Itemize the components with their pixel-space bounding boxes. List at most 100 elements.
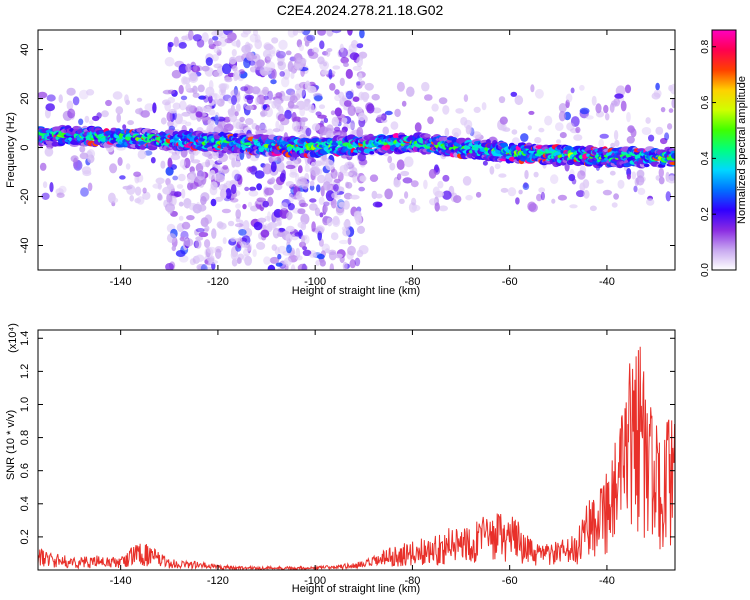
heatmap-noise-cell (167, 89, 176, 95)
heatmap-noise-cell (558, 103, 567, 113)
heatmap-noise-cell (343, 172, 354, 177)
heatmap-noise-cell (67, 108, 76, 119)
heatmap-noise-cell (214, 30, 224, 37)
heatmap-noise-cell (522, 182, 530, 190)
heatmap-noise-cell (72, 157, 79, 169)
heatmap-noise-cell (318, 104, 326, 109)
heatmap-noise-cell (170, 154, 181, 161)
heatmap-noise-cell (559, 132, 567, 139)
heatmap-noise-cell (231, 95, 237, 106)
heatmap-noise-cell (160, 160, 166, 169)
heatmap-noise-cell (232, 65, 238, 72)
heatmap-noise-cell (221, 63, 232, 75)
heatmap-noise-cell (351, 39, 358, 49)
heatmap-noise-cell (171, 245, 176, 252)
heatmap-noise-cell (551, 198, 556, 204)
heatmap-noise-cell (270, 161, 277, 173)
heatmap-noise-cell (389, 162, 396, 171)
heatmap-noise-cell (347, 30, 353, 36)
heatmap-noise-cell (230, 250, 239, 261)
heatmap-noise-cell (178, 201, 184, 207)
heatmap-noise-cell (285, 50, 292, 56)
heatmap-noise-cell (332, 65, 341, 70)
heatmap-noise-cell (171, 69, 182, 79)
heatmap-noise-cell (87, 154, 95, 164)
heatmap-noise-cell (355, 214, 362, 226)
heatmap-noise-cell (356, 126, 364, 138)
heatmap-noise-cell (142, 187, 147, 194)
heatmap-noise-cell (203, 95, 209, 103)
heatmap-noise-cell (210, 198, 217, 207)
heatmap-noise-cell (179, 100, 187, 111)
snr-panel: -140 -120 -100 -80 -60 -40 0.2 0.4 0.6 0.8 1.0 1.2… (5, 323, 676, 595)
heatmap-noise-cell (401, 100, 407, 107)
heatmap-noise-cell (257, 217, 267, 223)
heatmap-noise-cell (240, 32, 249, 38)
colorbar-label: Normalized spectral amplitude (736, 76, 748, 224)
snr-y-multiplier: (x10⁴) (7, 323, 19, 353)
heatmap-noise-cell (667, 123, 673, 130)
snr-y-tick-label: 0.8 (19, 430, 31, 445)
heatmap-noise-cell (390, 121, 399, 130)
heatmap-noise-cell (167, 157, 173, 168)
heatmap-noise-cell (329, 263, 334, 270)
heatmap-noise-cell (325, 190, 335, 202)
heatmap-noise-cell (260, 229, 270, 238)
heatmap-noise-cell (195, 254, 205, 262)
heatmap-x-tick-label: -100 (304, 276, 326, 288)
heatmap-noise-cell (117, 157, 123, 166)
heatmap-noise-cell (246, 96, 254, 105)
heatmap-noise-cell (665, 191, 671, 202)
heatmap-noise-cell (528, 110, 535, 115)
heatmap-noise-cell (213, 125, 223, 134)
heatmap-noise-cell (195, 236, 204, 241)
heatmap-noise-cell (88, 120, 94, 125)
heatmap-noise-cell (299, 107, 306, 117)
heatmap-noise-cell (181, 188, 186, 199)
heatmap-noise-cell (333, 178, 341, 184)
heatmap-noise-cell (136, 97, 143, 102)
heatmap-noise-cell (235, 203, 241, 209)
heatmap-noise-cell (334, 89, 340, 95)
heatmap-noise-cell (323, 204, 328, 213)
colorbar-tick-label: 0.8 (700, 39, 711, 53)
heatmap-noise-cell (384, 110, 393, 116)
heatmap-noise-cell (604, 113, 610, 121)
heatmap-noise-cell (219, 189, 227, 200)
heatmap-noise-cell (333, 184, 339, 192)
heatmap-noise-cell (165, 203, 175, 213)
heatmap-noise-cell (288, 193, 294, 204)
heatmap-noise-cell (328, 69, 333, 80)
heatmap-noise-cell (583, 189, 590, 199)
heatmap-noise-cell (185, 83, 191, 92)
heatmap-noise-cell (297, 165, 303, 174)
snr-x-tick-label: -60 (502, 575, 518, 587)
heatmap-noise-cell (249, 66, 257, 73)
heatmap-noise-cell (645, 117, 651, 124)
heatmap-y-tick-label: 0 (19, 144, 31, 150)
heatmap-noise-cell (116, 113, 121, 123)
heatmap-noise-cell (465, 124, 472, 135)
heatmap-noise-cell (112, 91, 123, 100)
heatmap-noise-cell (536, 193, 543, 202)
colorbar: 0.0 0.2 0.4 0.6 0.8 Normalized spectral ampl… (700, 29, 748, 277)
heatmap-noise-cell (299, 117, 308, 122)
heatmap-noise-cell (87, 182, 93, 192)
heatmap-noise-cell (200, 196, 207, 205)
heatmap-noise-cell (201, 32, 209, 43)
heatmap-noise-cell (658, 167, 664, 178)
heatmap-noise-cell (331, 192, 337, 199)
heatmap-noise-cell (230, 89, 241, 98)
heatmap-noise-cell (664, 132, 670, 141)
heatmap-noise-cell (269, 256, 280, 264)
heatmap-noise-cell (330, 168, 338, 179)
heatmap-noise-cell (227, 108, 237, 115)
snr-y-tick-label: 1.0 (19, 397, 31, 412)
heatmap-noise-cell (602, 189, 613, 196)
heatmap-noise-cell (240, 86, 249, 92)
heatmap-y-label: Frequency (Hz) (5, 112, 17, 188)
heatmap-noise-cell (233, 71, 239, 82)
heatmap-noise-cell (38, 91, 48, 99)
heatmap-noise-cell (302, 101, 311, 111)
heatmap-noise-cell (224, 76, 233, 83)
